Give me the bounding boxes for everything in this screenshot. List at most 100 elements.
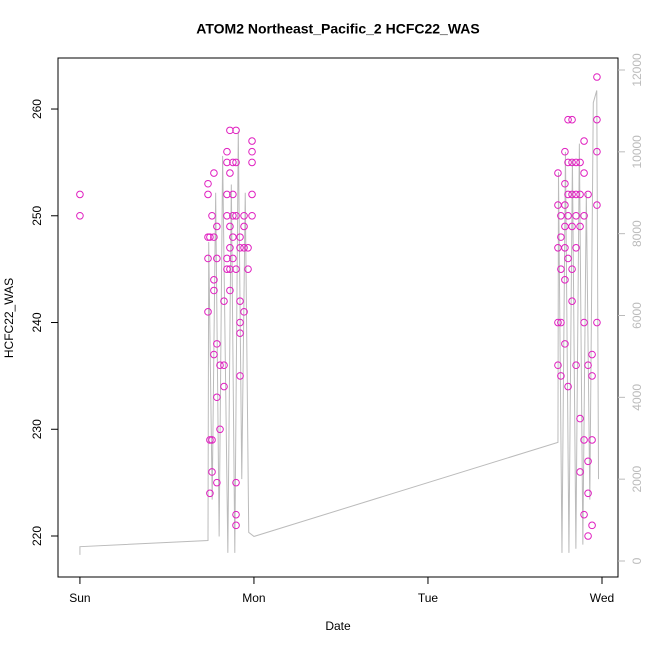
data-point <box>572 243 580 252</box>
data-point <box>593 318 601 327</box>
data-point <box>244 265 252 273</box>
data-point <box>593 73 601 81</box>
data-point <box>568 222 576 231</box>
data-point <box>572 361 580 370</box>
data-point <box>240 308 248 316</box>
y-tick-label: 220 <box>30 526 44 546</box>
data-point <box>229 233 237 241</box>
data-point <box>213 393 221 402</box>
data-point <box>557 211 565 220</box>
data-point <box>216 425 224 434</box>
data-point <box>232 158 240 167</box>
data-point <box>557 233 565 241</box>
data-point <box>213 254 221 263</box>
x-tick-label: Mon <box>242 591 265 605</box>
data-point <box>226 169 234 177</box>
data-point <box>226 126 234 135</box>
data-point <box>564 211 572 220</box>
data-point <box>576 222 584 231</box>
data-point <box>226 222 234 231</box>
data-point <box>588 350 596 359</box>
data-point <box>244 243 252 252</box>
data-point <box>568 115 576 124</box>
data-point <box>580 211 588 220</box>
data-point <box>564 382 572 391</box>
data-point <box>213 340 221 348</box>
data-point <box>220 361 228 370</box>
data-point <box>248 211 256 220</box>
data-point <box>223 147 231 156</box>
data-point <box>204 233 212 241</box>
data-point <box>572 158 580 167</box>
data-point <box>557 318 565 327</box>
data-point <box>236 372 244 380</box>
altitude-line <box>79 90 600 555</box>
data-point <box>584 489 592 498</box>
data-point <box>232 126 240 135</box>
data-point <box>210 276 218 284</box>
data-point <box>588 372 596 380</box>
data-point <box>213 478 221 487</box>
data-point <box>248 158 256 167</box>
data-point <box>557 372 565 380</box>
y-tick-label: 260 <box>30 99 44 119</box>
data-point <box>204 179 212 188</box>
data-point <box>236 243 244 252</box>
data-point <box>580 137 588 145</box>
data-point <box>248 137 256 145</box>
data-point <box>208 211 216 220</box>
data-point <box>580 436 588 444</box>
data-point <box>206 436 214 444</box>
data-point <box>223 190 231 199</box>
y-tick-label: 230 <box>30 419 44 439</box>
data-point <box>568 297 576 305</box>
data-point <box>554 318 562 327</box>
data-point <box>576 158 584 167</box>
data-point <box>240 211 248 220</box>
data-point <box>576 414 584 423</box>
data-point <box>580 510 588 519</box>
x-tick-label: Wed <box>590 591 614 605</box>
data-point <box>206 489 214 498</box>
data-point <box>561 201 569 209</box>
data-point <box>232 265 240 273</box>
y2-tick-label: 0 <box>630 557 644 564</box>
x-tick-label: Tue <box>418 591 439 605</box>
data-point <box>223 265 231 273</box>
data-point <box>204 190 212 199</box>
data-point <box>204 254 212 263</box>
data-point <box>220 382 228 391</box>
data-point <box>588 436 596 444</box>
chart-title: ATOM2 Northeast_Pacific_2 HCFC22_WAS <box>196 21 479 37</box>
y2-tick-label: 6000 <box>630 302 644 329</box>
data-point <box>561 340 569 348</box>
data-point <box>576 190 584 199</box>
data-point <box>593 147 601 156</box>
data-point <box>564 190 572 199</box>
data-point <box>223 211 231 220</box>
data-point <box>561 222 569 231</box>
data-point <box>561 243 569 252</box>
y-tick-label: 240 <box>30 312 44 332</box>
data-point <box>561 147 569 156</box>
data-point <box>572 190 580 199</box>
data-point <box>76 211 84 220</box>
data-point <box>240 243 248 252</box>
data-point <box>232 211 240 220</box>
data-point <box>584 190 592 199</box>
data-point <box>223 158 231 167</box>
data-point <box>208 468 216 476</box>
data-point <box>210 286 218 295</box>
data-point <box>576 468 584 476</box>
data-point <box>76 190 84 199</box>
data-point <box>593 201 601 209</box>
data-point <box>226 265 234 273</box>
plot-box <box>57 57 619 578</box>
data-point <box>229 254 237 263</box>
data-point <box>584 457 592 466</box>
y2-tick-label: 12000 <box>630 53 644 87</box>
data-point <box>584 361 592 370</box>
data-point <box>229 211 237 220</box>
